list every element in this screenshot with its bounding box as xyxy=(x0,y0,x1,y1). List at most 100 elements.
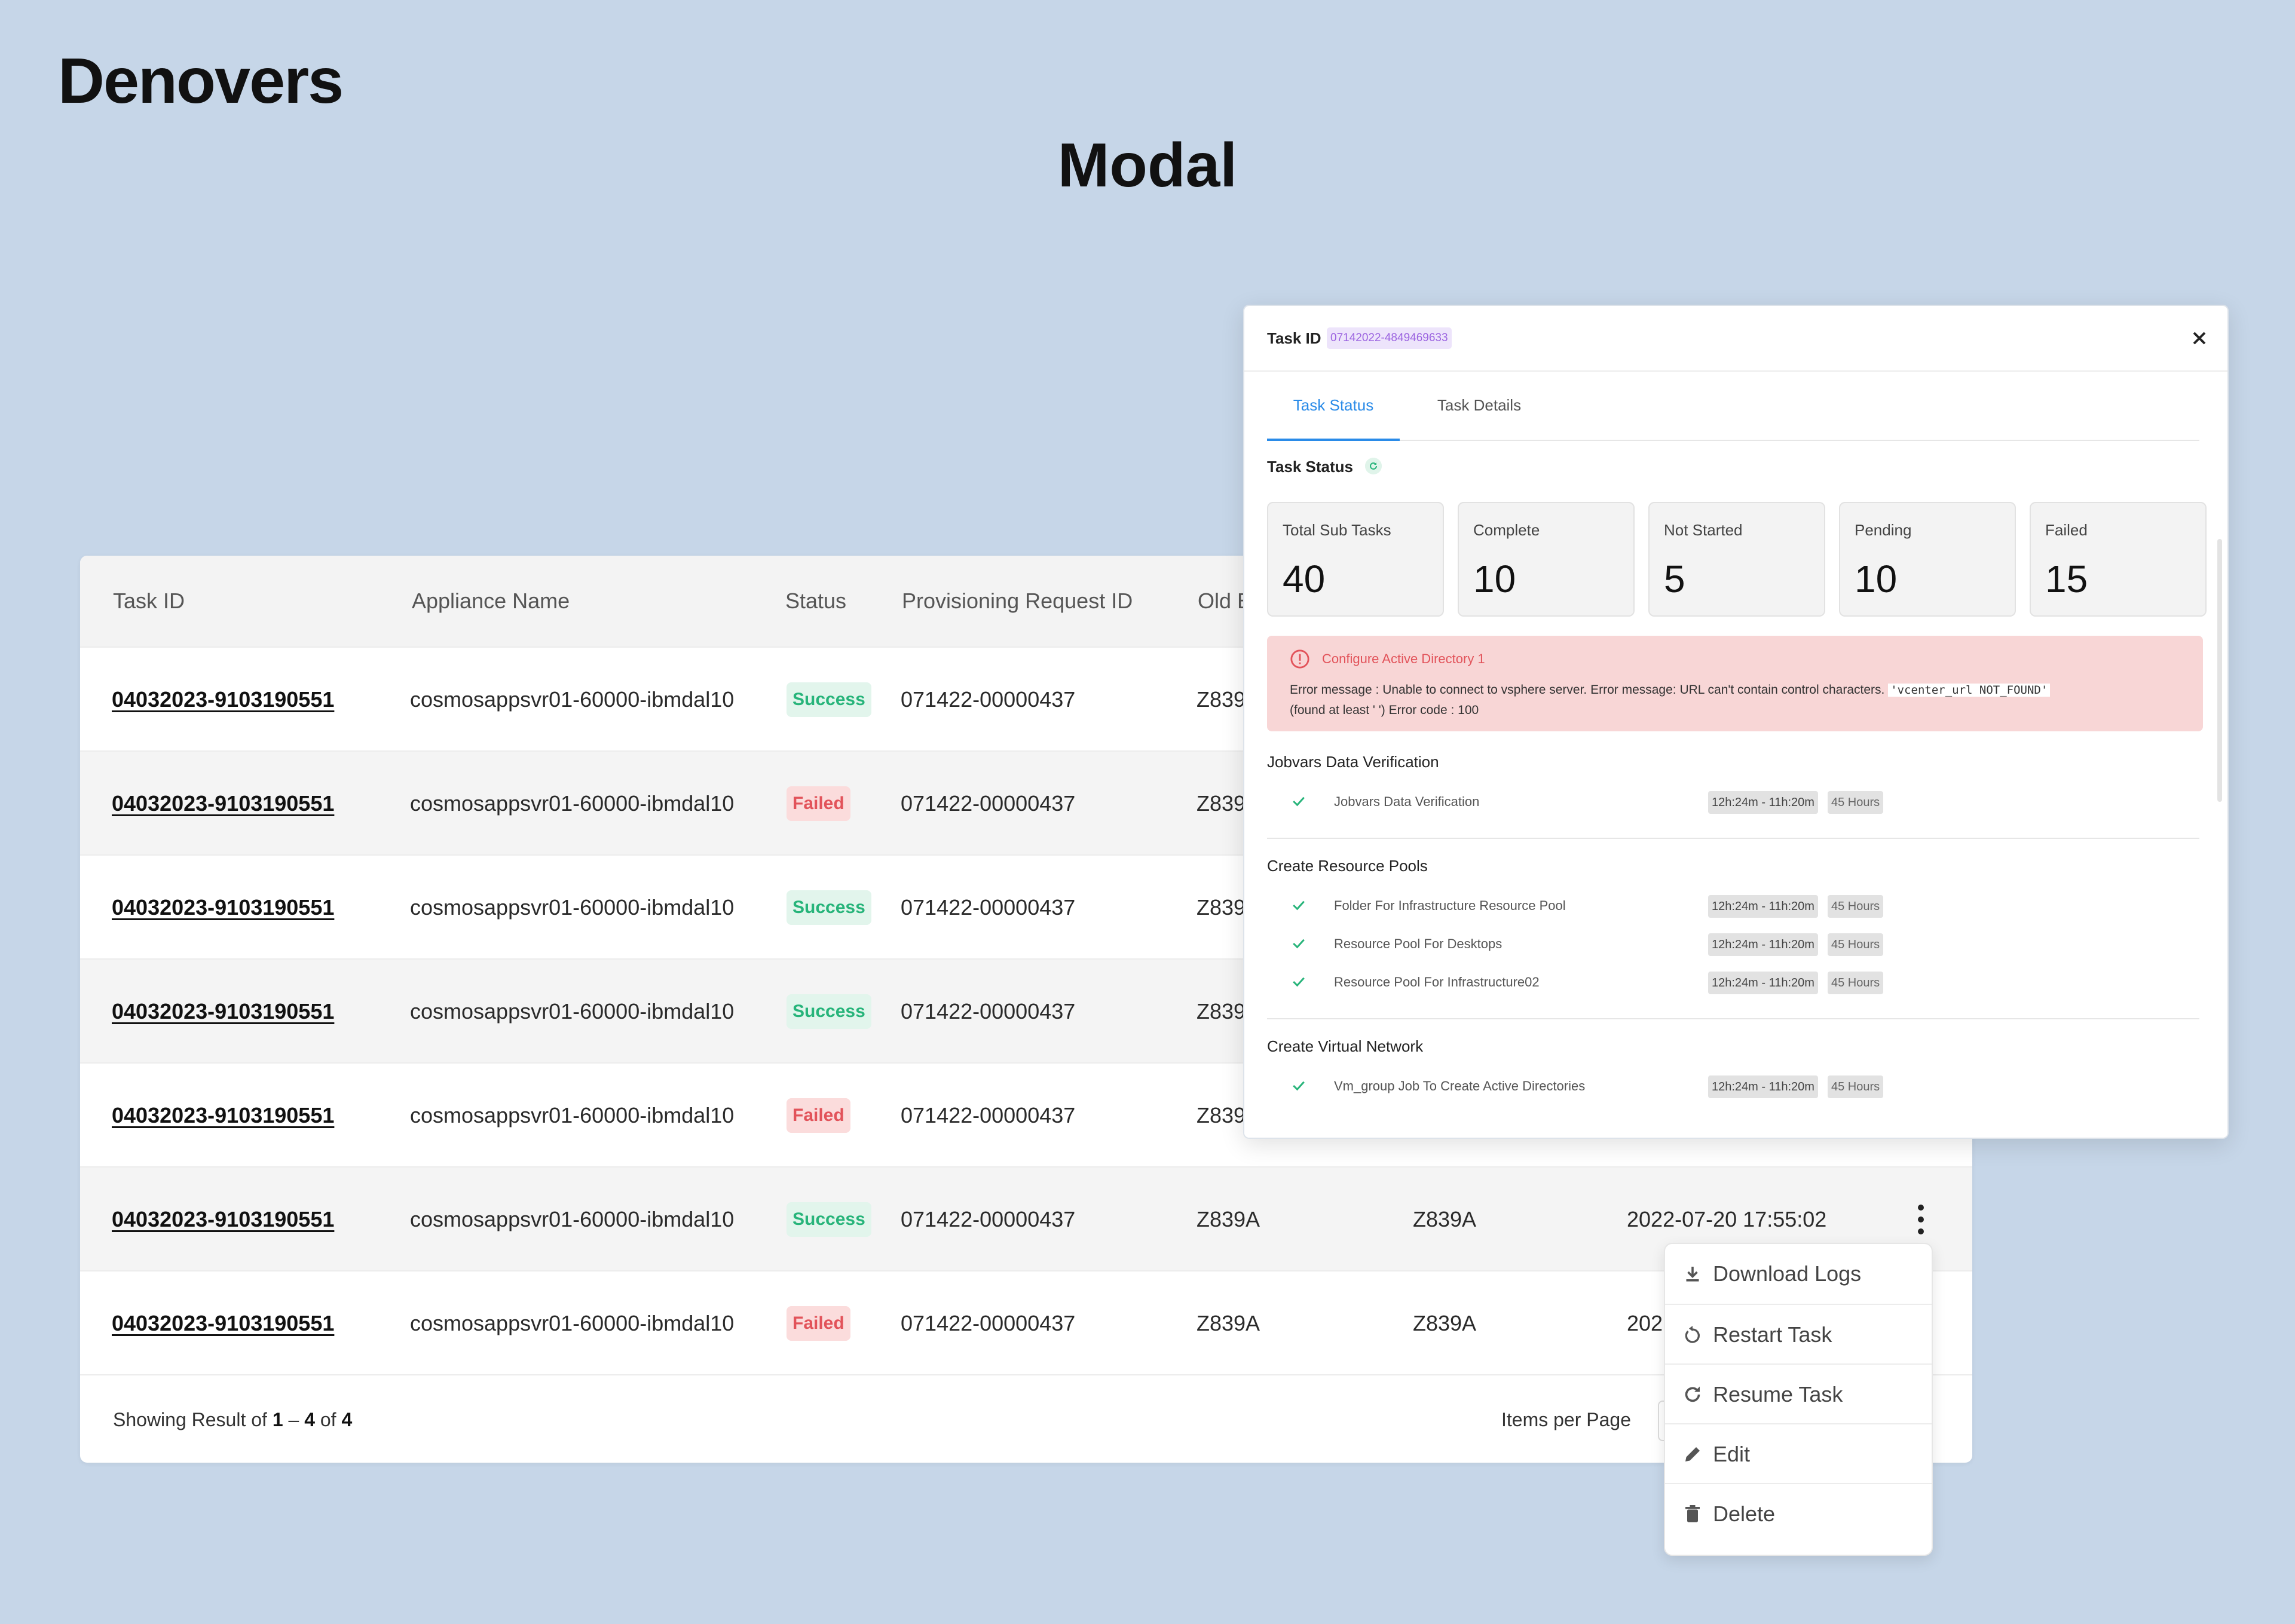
status-badge: Success xyxy=(787,890,871,925)
check-icon xyxy=(1293,900,1305,911)
error-title: Configure Active Directory 1 xyxy=(1322,651,1485,666)
table-row: 04032023-9103190551 cosmosappsvr01-60000… xyxy=(80,854,1972,960)
page-title: Modal xyxy=(1057,131,1238,200)
stat-card-complete: Complete 10 xyxy=(1458,502,1635,617)
pagination-summary: Showing Result of 1 – 4 of 4 xyxy=(113,1409,353,1430)
status-badge: Success xyxy=(787,682,871,717)
subtask-label: Resource Pool For Desktops xyxy=(1334,936,1503,951)
divider xyxy=(1267,1018,2199,1019)
provisioning-request-id: 071422-00000437 xyxy=(901,999,1076,1024)
appliance-name: cosmosappsvr01-60000-ibmdal10 xyxy=(410,1103,735,1127)
refresh-icon[interactable] xyxy=(1365,458,1382,474)
stat-label: Not Started xyxy=(1664,521,1743,539)
status-badge: Success xyxy=(787,994,871,1029)
group-title: Create Virtual Network xyxy=(1267,1037,1424,1055)
provisioning-request-id: 071422-00000437 xyxy=(901,1103,1076,1127)
subtask-row: Vm_group Job To Create Active Directorie… xyxy=(1267,1068,2203,1104)
error-message: Error message : Unable to connect to vsp… xyxy=(1290,680,2186,721)
error-icon xyxy=(1290,649,1309,669)
modal-header: Task ID 07142022-4849469633 xyxy=(1244,306,2227,372)
divider xyxy=(1267,838,2199,839)
menu-item-edit[interactable]: Edit xyxy=(1665,1423,1932,1484)
modal-title: Task ID xyxy=(1267,329,1321,347)
task-id-link[interactable]: 04032023-9103190551 xyxy=(112,1103,335,1127)
updated-date: 2022-07-20 17:55:02 xyxy=(1627,1207,1827,1231)
appliance-name: cosmosappsvr01-60000-ibmdal10 xyxy=(410,687,735,712)
provisioning-request-id: 071422-00000437 xyxy=(901,791,1076,816)
group-title: Create Resource Pools xyxy=(1267,857,1428,875)
task-modal: Task ID 07142022-4849469633 Task Status … xyxy=(1243,305,2229,1139)
provisioning-request-id: 071422-00000437 xyxy=(901,895,1076,920)
column-header-old-e[interactable]: Old E xyxy=(1198,589,1252,613)
table-row: 04032023-9103190551 cosmosappsvr01-60000… xyxy=(80,646,1972,752)
status-badge: Failed xyxy=(787,786,850,821)
section-title: Task Status xyxy=(1267,458,1354,476)
stat-card-pending: Pending 10 xyxy=(1839,502,2016,617)
error-code-snippet: 'vcenter_url NOT_FOUND' xyxy=(1888,684,2051,697)
error-alert: Configure Active Directory 1 Error messa… xyxy=(1267,636,2203,731)
appliance-name: cosmosappsvr01-60000-ibmdal10 xyxy=(410,895,735,920)
close-icon[interactable] xyxy=(2189,327,2210,349)
stat-value: 5 xyxy=(1664,557,1685,600)
old-value: Z839A xyxy=(1197,1207,1260,1231)
menu-item-label: Resume Task xyxy=(1713,1382,1843,1407)
old-value: Z839A xyxy=(1197,1311,1260,1335)
old-value: Z839 xyxy=(1197,687,1246,712)
time-range-chip: 12h:24m - 11h:20m xyxy=(1708,791,1818,814)
stat-label: Pending xyxy=(1855,521,1912,539)
column-header-status[interactable]: Status xyxy=(785,589,847,613)
old-value: Z839 xyxy=(1197,999,1246,1024)
subtask-label: Folder For Infrastructure Resource Pool xyxy=(1334,898,1566,913)
stat-label: Complete xyxy=(1473,521,1540,539)
task-id-link[interactable]: 04032023-9103190551 xyxy=(112,895,335,920)
appliance-name: cosmosappsvr01-60000-ibmdal10 xyxy=(410,1311,735,1335)
subtask-label: Resource Pool For Infrastructure02 xyxy=(1334,975,1540,989)
appliance-name: cosmosappsvr01-60000-ibmdal10 xyxy=(410,1207,735,1231)
stat-value: 40 xyxy=(1283,557,1326,600)
status-badge: Success xyxy=(787,1202,871,1237)
check-icon xyxy=(1293,939,1305,949)
table-row: 04032023-9103190551 cosmosappsvr01-60000… xyxy=(80,1270,1972,1375)
stat-card-failed: Failed 15 xyxy=(2030,502,2207,617)
scroll-fade xyxy=(1244,1114,2227,1138)
status-badge: Failed xyxy=(787,1098,850,1133)
group-title: Jobvars Data Verification xyxy=(1267,753,1439,771)
duration-chip: 45 Hours xyxy=(1828,972,1884,994)
appliance-name: cosmosappsvr01-60000-ibmdal10 xyxy=(410,791,735,816)
tab-task-status[interactable]: Task Status xyxy=(1267,370,1400,441)
task-id-link[interactable]: 04032023-9103190551 xyxy=(112,1207,335,1231)
task-id-link[interactable]: 04032023-9103190551 xyxy=(112,999,335,1024)
stat-label: Total Sub Tasks xyxy=(1283,521,1391,539)
subtask-row: Jobvars Data Verification 12h:24m - 11h:… xyxy=(1267,784,2203,820)
column-header-appliance-name[interactable]: Appliance Name xyxy=(412,589,570,613)
menu-item-label: Delete xyxy=(1713,1502,1776,1526)
menu-item-download-logs[interactable]: Download Logs xyxy=(1665,1244,1932,1304)
task-id-link[interactable]: 04032023-9103190551 xyxy=(112,687,335,712)
column-header-provisioning-request-id[interactable]: Provisioning Request ID xyxy=(902,589,1133,613)
resume-icon xyxy=(1685,1386,1700,1402)
subtask-label: Jobvars Data Verification xyxy=(1334,794,1480,809)
menu-item-restart-task[interactable]: Restart Task xyxy=(1665,1304,1932,1365)
pencil-icon xyxy=(1685,1447,1700,1461)
menu-item-delete[interactable]: Delete xyxy=(1665,1483,1932,1544)
task-id-chip: 07142022-4849469633 xyxy=(1327,327,1452,349)
task-id-link[interactable]: 04032023-9103190551 xyxy=(112,791,335,816)
task-id-link[interactable]: 04032023-9103190551 xyxy=(112,1311,335,1335)
status-badge: Failed xyxy=(787,1306,850,1341)
new-value: Z839A xyxy=(1413,1207,1477,1231)
time-range-chip: 12h:24m - 11h:20m xyxy=(1708,972,1818,994)
column-header-task-id[interactable]: Task ID xyxy=(113,589,185,613)
more-actions-icon[interactable] xyxy=(1915,1205,1927,1234)
duration-chip: 45 Hours xyxy=(1828,895,1884,918)
tab-task-details[interactable]: Task Details xyxy=(1437,396,1522,414)
menu-item-resume-task[interactable]: Resume Task xyxy=(1665,1363,1932,1424)
menu-item-label: Edit xyxy=(1713,1442,1751,1466)
modal-scrollbar[interactable] xyxy=(2217,539,2222,802)
brand-logo: Denovers xyxy=(58,44,344,117)
download-icon xyxy=(1686,1267,1699,1282)
updated-date: 202 xyxy=(1627,1311,1663,1335)
duration-chip: 45 Hours xyxy=(1828,933,1884,956)
table-row: 04032023-9103190551 cosmosappsvr01-60000… xyxy=(80,1062,1972,1168)
stat-value: 10 xyxy=(1473,557,1516,600)
subtask-row: Folder For Infrastructure Resource Pool … xyxy=(1267,888,2203,924)
